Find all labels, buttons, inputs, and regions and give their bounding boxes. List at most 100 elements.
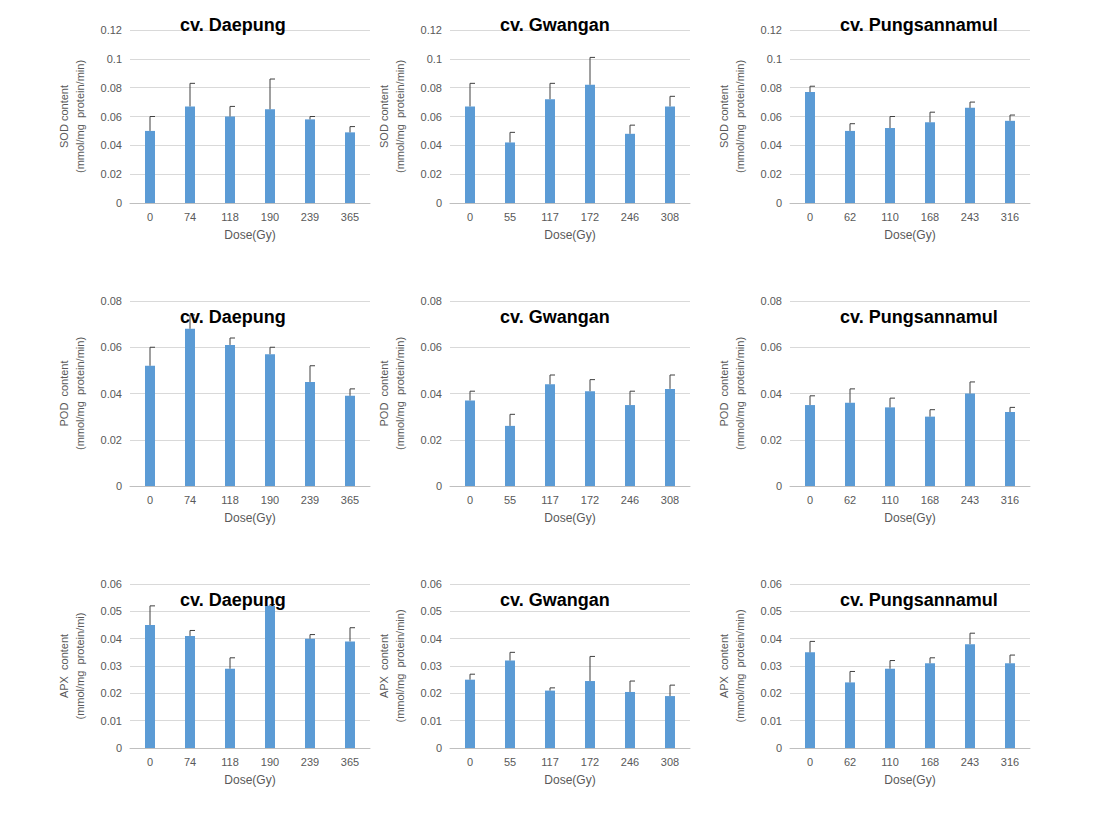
- svg-text:0.1: 0.1: [767, 53, 782, 65]
- svg-text:168: 168: [921, 211, 939, 223]
- svg-text:0.04: 0.04: [421, 388, 442, 400]
- svg-text:0.08: 0.08: [101, 82, 122, 94]
- svg-text:0.08: 0.08: [421, 295, 442, 307]
- svg-text:(mmol/mg protein/min): (mmol/mg protein/min): [394, 60, 406, 173]
- svg-text:0.06: 0.06: [761, 111, 782, 123]
- svg-text:0: 0: [467, 211, 473, 223]
- svg-text:0: 0: [776, 742, 782, 754]
- svg-text:110: 110: [881, 211, 899, 223]
- svg-text:0.02: 0.02: [421, 168, 442, 180]
- svg-text:0: 0: [147, 211, 153, 223]
- svg-text:110: 110: [881, 756, 899, 768]
- svg-text:0.06: 0.06: [101, 578, 122, 590]
- svg-text:0: 0: [467, 494, 473, 506]
- svg-text:0.04: 0.04: [421, 633, 442, 645]
- svg-text:(mmol/mg protein/min): (mmol/mg protein/min): [734, 609, 746, 722]
- svg-text:0.06: 0.06: [101, 341, 122, 353]
- svg-text:Dose(Gy): Dose(Gy): [884, 511, 935, 525]
- svg-text:118: 118: [221, 494, 239, 506]
- svg-text:Dose(Gy): Dose(Gy): [544, 228, 595, 242]
- svg-text:74: 74: [184, 494, 196, 506]
- svg-text:0.05: 0.05: [761, 605, 782, 617]
- svg-text:0.08: 0.08: [421, 82, 442, 94]
- svg-text:0.06: 0.06: [421, 341, 442, 353]
- svg-text:cv. Gwangan: cv. Gwangan: [500, 15, 610, 35]
- svg-text:POD content: POD content: [718, 360, 730, 426]
- svg-text:POD content: POD content: [378, 360, 390, 426]
- svg-text:0.04: 0.04: [101, 633, 122, 645]
- svg-text:0: 0: [116, 480, 122, 492]
- svg-text:246: 246: [621, 494, 639, 506]
- svg-text:0: 0: [436, 197, 442, 209]
- svg-text:0.12: 0.12: [761, 24, 782, 36]
- svg-text:0: 0: [436, 742, 442, 754]
- svg-text:0.04: 0.04: [101, 139, 122, 151]
- svg-text:cv. Pungsannamul: cv. Pungsannamul: [840, 590, 998, 610]
- svg-text:308: 308: [661, 211, 679, 223]
- svg-text:(mmol/mg protein/min): (mmol/mg protein/min): [74, 60, 86, 173]
- svg-text:0.05: 0.05: [101, 605, 122, 617]
- svg-text:365: 365: [341, 211, 359, 223]
- svg-text:0.1: 0.1: [107, 53, 122, 65]
- svg-text:APX content: APX content: [718, 634, 730, 698]
- svg-text:0.02: 0.02: [761, 168, 782, 180]
- svg-text:110: 110: [881, 494, 899, 506]
- svg-text:246: 246: [621, 211, 639, 223]
- svg-text:SOD content: SOD content: [718, 85, 730, 148]
- svg-text:239: 239: [301, 211, 319, 223]
- svg-text:SOD content: SOD content: [58, 85, 70, 148]
- svg-text:168: 168: [921, 494, 939, 506]
- svg-text:0: 0: [807, 756, 813, 768]
- svg-text:239: 239: [301, 756, 319, 768]
- svg-text:243: 243: [961, 756, 979, 768]
- svg-text:316: 316: [1001, 211, 1019, 223]
- svg-text:Dose(Gy): Dose(Gy): [544, 773, 595, 787]
- svg-text:0: 0: [807, 211, 813, 223]
- svg-text:246: 246: [621, 756, 639, 768]
- svg-text:0.06: 0.06: [761, 578, 782, 590]
- svg-text:0.02: 0.02: [101, 434, 122, 446]
- svg-text:55: 55: [504, 211, 516, 223]
- svg-text:0.05: 0.05: [421, 605, 442, 617]
- svg-text:0.04: 0.04: [101, 388, 122, 400]
- svg-text:(mmol/mg protein/min): (mmol/mg protein/min): [74, 337, 86, 450]
- svg-text:316: 316: [1001, 494, 1019, 506]
- svg-text:117: 117: [541, 211, 559, 223]
- svg-text:0.06: 0.06: [761, 341, 782, 353]
- svg-text:Dose(Gy): Dose(Gy): [884, 773, 935, 787]
- svg-text:117: 117: [541, 494, 559, 506]
- svg-text:0.12: 0.12: [421, 24, 442, 36]
- svg-text:Dose(Gy): Dose(Gy): [224, 511, 275, 525]
- svg-text:62: 62: [844, 494, 856, 506]
- svg-text:118: 118: [221, 756, 239, 768]
- svg-text:308: 308: [661, 756, 679, 768]
- svg-text:117: 117: [541, 756, 559, 768]
- svg-text:cv. Pungsannamul: cv. Pungsannamul: [840, 307, 998, 327]
- svg-text:APX content: APX content: [58, 634, 70, 698]
- svg-text:Dose(Gy): Dose(Gy): [224, 773, 275, 787]
- svg-text:0.01: 0.01: [101, 715, 122, 727]
- svg-text:0: 0: [776, 480, 782, 492]
- svg-text:190: 190: [261, 756, 279, 768]
- svg-text:190: 190: [261, 211, 279, 223]
- svg-text:(mmol/mg protein/min): (mmol/mg protein/min): [394, 609, 406, 722]
- svg-text:cv. Daepung: cv. Daepung: [180, 15, 286, 35]
- svg-text:0.01: 0.01: [421, 715, 442, 727]
- svg-text:cv. Daepung: cv. Daepung: [180, 307, 286, 327]
- svg-text:(mmol/mg protein/min): (mmol/mg protein/min): [734, 337, 746, 450]
- svg-text:POD content: POD content: [58, 360, 70, 426]
- svg-text:190: 190: [261, 494, 279, 506]
- svg-text:0.01: 0.01: [761, 715, 782, 727]
- svg-text:SOD content: SOD content: [378, 85, 390, 148]
- svg-text:55: 55: [504, 756, 516, 768]
- svg-text:0.02: 0.02: [421, 434, 442, 446]
- svg-text:0.08: 0.08: [761, 295, 782, 307]
- svg-text:0.08: 0.08: [101, 295, 122, 307]
- svg-text:0.03: 0.03: [761, 660, 782, 672]
- svg-text:Dose(Gy): Dose(Gy): [544, 511, 595, 525]
- svg-text:118: 118: [221, 211, 239, 223]
- svg-text:Dose(Gy): Dose(Gy): [224, 228, 275, 242]
- svg-text:APX content: APX content: [378, 634, 390, 698]
- svg-text:0.06: 0.06: [421, 111, 442, 123]
- svg-text:172: 172: [581, 211, 599, 223]
